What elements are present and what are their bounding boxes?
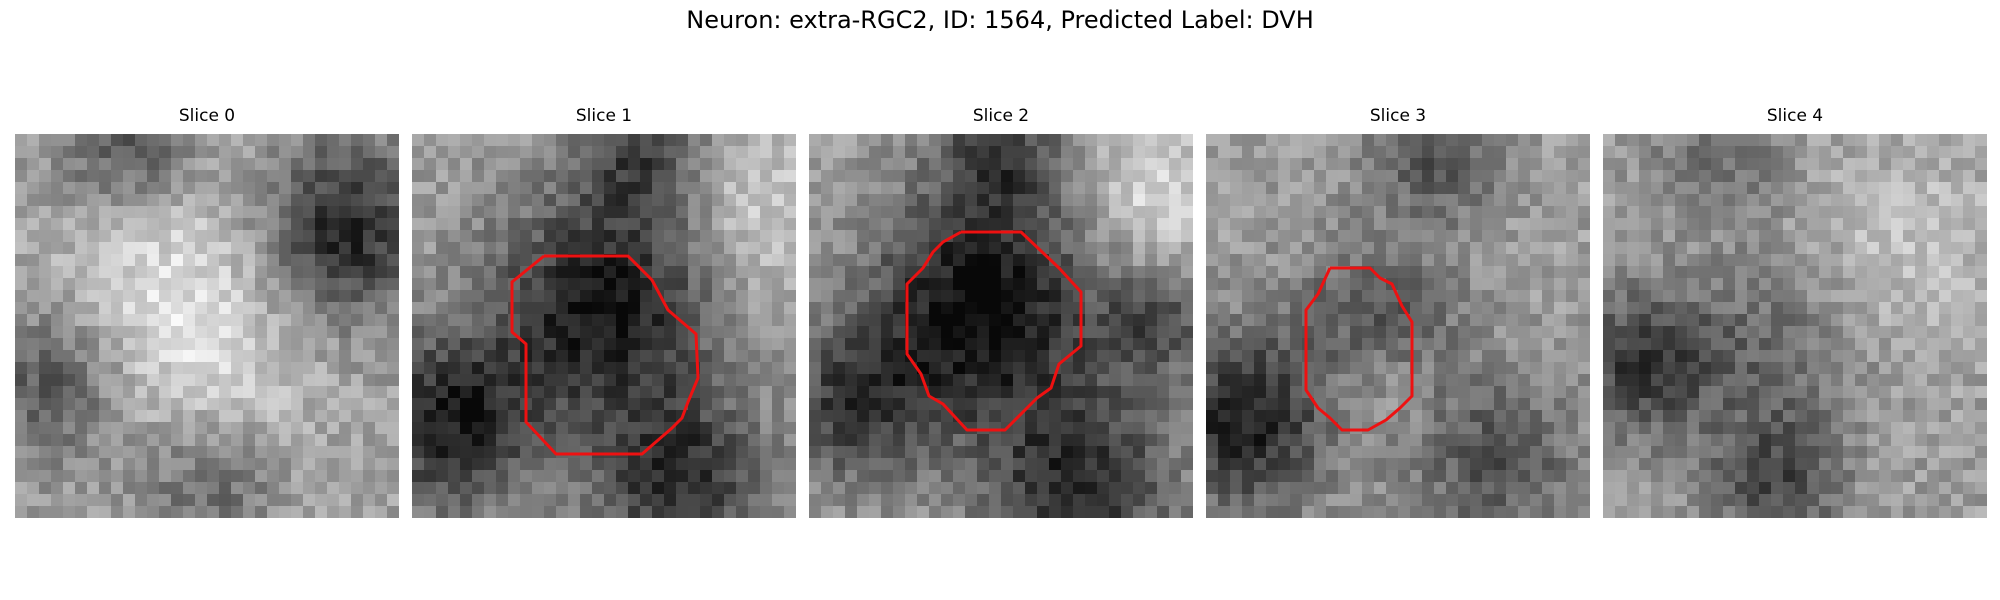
pixel-grid (412, 134, 796, 518)
slice-title-2: Slice 2 (972, 106, 1030, 126)
figure-title: Neuron: extra-RGC2, ID: 1564, Predicted … (686, 6, 1314, 34)
cell-contour (905, 230, 1083, 432)
slice-image-1 (412, 134, 796, 518)
slice-image-2 (809, 134, 1193, 518)
pixel-grid (1603, 134, 1987, 518)
cell-contour (1304, 266, 1414, 432)
pixel-grid (809, 134, 1193, 518)
pixel-grid (15, 134, 399, 518)
cell-contour (510, 254, 700, 456)
slice-title-1: Slice 1 (575, 106, 633, 126)
slice-title-3: Slice 3 (1369, 106, 1427, 126)
pixel-grid (1206, 134, 1590, 518)
slice-image-3 (1206, 134, 1590, 518)
slice-title-0: Slice 0 (178, 106, 236, 126)
slice-title-4: Slice 4 (1766, 106, 1824, 126)
slice-image-4 (1603, 134, 1987, 518)
slice-image-0 (15, 134, 399, 518)
